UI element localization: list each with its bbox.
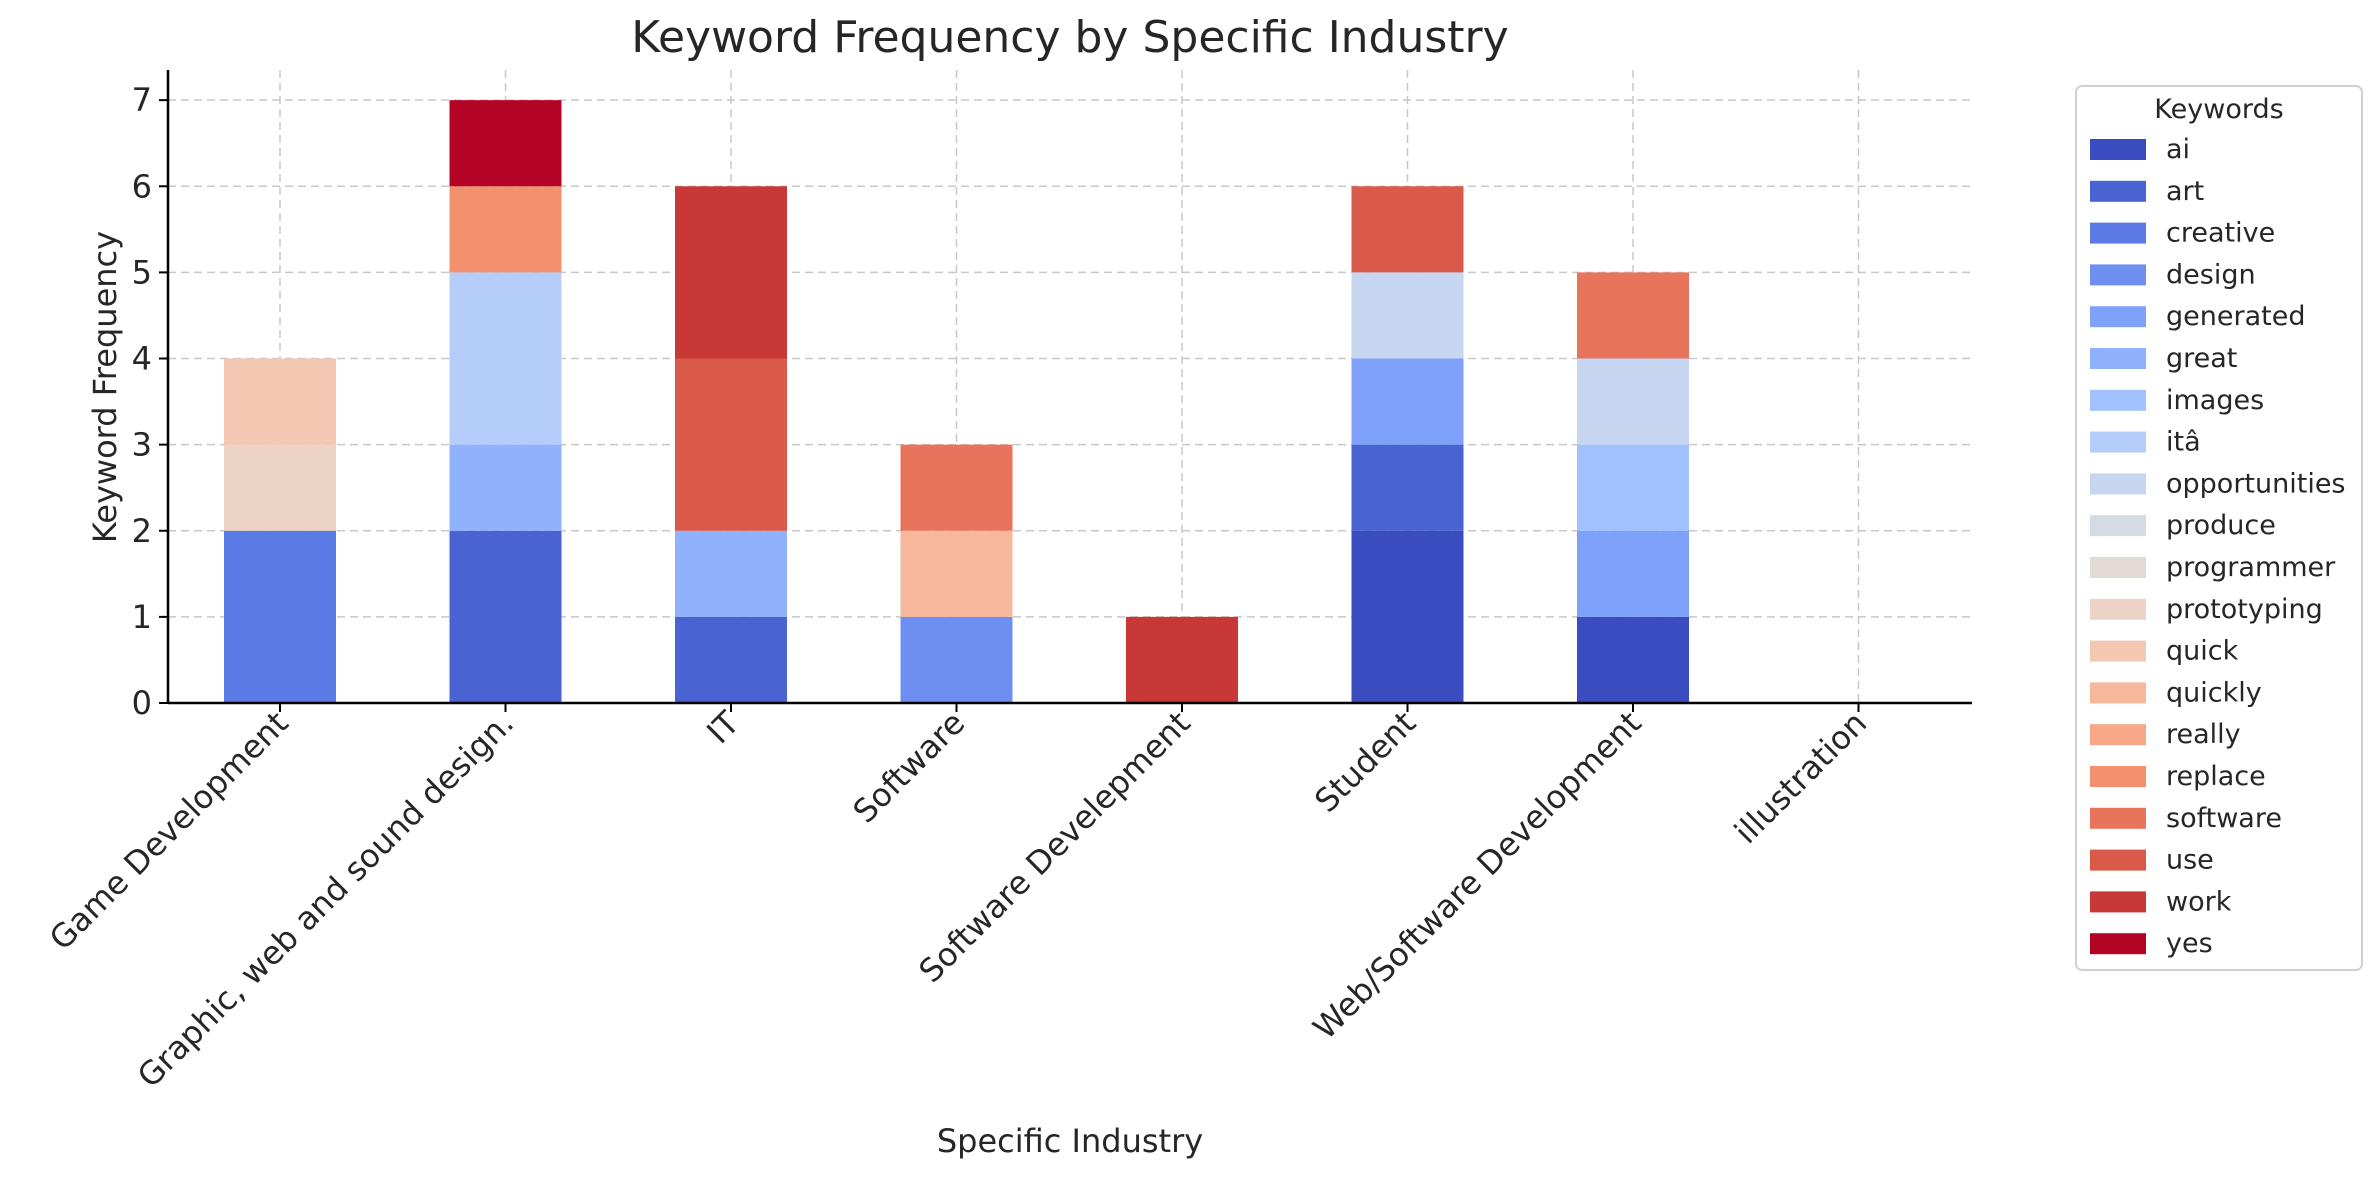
axes	[159, 70, 1972, 712]
y-tick-label: 1	[132, 598, 152, 636]
legend-swatch	[2090, 473, 2146, 495]
x-tick-label: illustration	[1727, 704, 1874, 851]
legend-swatch	[2090, 222, 2146, 244]
legend-swatch	[2090, 724, 2146, 746]
grid-lines	[168, 70, 1972, 703]
legend-swatch	[2090, 598, 2146, 620]
legend-swatch	[2090, 264, 2146, 286]
legend-swatch	[2090, 557, 2146, 578]
bar-segment-use	[1351, 186, 1464, 273]
legend-label: really	[2166, 719, 2241, 750]
legend: Keywords ai art creative design generated gre…	[2075, 85, 2363, 971]
bar-segment-ai	[1351, 530, 1464, 703]
legend-label: work	[2166, 886, 2232, 917]
legend-label: creative	[2166, 218, 2275, 249]
bar-segment-images	[1577, 444, 1689, 531]
legend-swatch	[2090, 891, 2146, 913]
legend-swatch	[2090, 640, 2146, 662]
x-tick-label: Software	[846, 704, 973, 831]
bar-segment-opportunities	[1577, 358, 1689, 445]
y-tick-label: 3	[132, 426, 152, 464]
legend-swatch	[2090, 139, 2146, 160]
bar-segment-art	[675, 616, 787, 703]
legend-swatch	[2090, 431, 2146, 453]
y-tick-label: 2	[132, 512, 152, 550]
bar-segment-prototyping	[224, 444, 336, 531]
bar-segment-ai	[1577, 616, 1689, 703]
bar-segment-generated	[1351, 358, 1464, 445]
y-tick-label: 5	[132, 253, 152, 291]
legend-label: opportunities	[2166, 468, 2346, 499]
bar-segment-yes	[449, 100, 562, 187]
legend-swatch	[2090, 180, 2146, 202]
legend-swatch	[2090, 682, 2146, 704]
legend-swatch	[2090, 348, 2146, 369]
bar-segment-quickly	[900, 530, 1013, 617]
legend-swatch	[2090, 306, 2146, 328]
bar-segment-software	[900, 444, 1013, 531]
legend-label: replace	[2166, 761, 2266, 792]
bar-segment-art	[449, 530, 562, 703]
x-tick-label: Graphic, web and sound design.	[130, 704, 521, 1095]
legend-swatch	[2090, 849, 2146, 871]
bar-segment-software	[1577, 272, 1689, 359]
x-tick-label: Game Development	[42, 704, 296, 958]
bar-segment-generated	[1577, 530, 1689, 617]
bar-segment-great	[675, 530, 787, 617]
x-tick-label: IT	[699, 703, 747, 751]
legend-label: itâ	[2166, 427, 2201, 458]
bar-segment-opportunities	[1351, 272, 1464, 359]
legend-title: Keywords	[2154, 94, 2283, 125]
bar-segment-art	[1351, 444, 1464, 531]
legend-label: great	[2166, 343, 2237, 374]
legend-label: use	[2166, 845, 2214, 876]
legend-swatch	[2090, 515, 2146, 537]
y-tick-label: 0	[132, 684, 152, 722]
bar-segment-design	[900, 616, 1013, 703]
bar-segment-creative	[224, 530, 336, 703]
bar-segment-work	[1126, 616, 1238, 703]
bar-segment-great	[449, 444, 562, 531]
y-tick-label: 6	[132, 167, 152, 205]
y-axis-label: Keyword Frequency	[86, 231, 124, 543]
legend-label: generated	[2166, 301, 2305, 332]
legend-swatch	[2090, 389, 2146, 411]
legend-label: design	[2166, 259, 2256, 290]
legend-label: art	[2166, 176, 2204, 207]
legend-label: produce	[2166, 510, 2276, 541]
legend-swatch	[2090, 766, 2146, 787]
legend-label: images	[2166, 385, 2264, 416]
bars	[224, 100, 1689, 703]
bar-segment-use	[675, 358, 787, 531]
legend-label: quickly	[2166, 677, 2262, 708]
bar-segment-quick	[224, 358, 336, 445]
legend-label: software	[2166, 803, 2282, 834]
legend-swatch	[2090, 933, 2146, 955]
legend-label: yes	[2166, 928, 2213, 959]
x-tick-label: Student	[1307, 704, 1423, 820]
legend-label: ai	[2166, 134, 2190, 165]
bar-segment-it-	[449, 272, 562, 445]
legend-label: quick	[2166, 636, 2239, 667]
bar-segment-replace	[449, 186, 562, 273]
y-tick-label: 7	[132, 81, 152, 119]
legend-label: prototyping	[2166, 594, 2323, 625]
x-axis-label: Specific Industry	[937, 1122, 1203, 1160]
legend-label: programmer	[2166, 552, 2336, 583]
y-tick-labels: 0 1 2 3 4 5 6 7	[132, 81, 152, 722]
legend-swatch	[2090, 807, 2146, 829]
chart-title: Keyword Frequency by Specific Industry	[631, 12, 1508, 63]
y-tick-label: 4	[132, 340, 152, 378]
bar-segment-work	[675, 186, 787, 359]
legend-frame	[2075, 85, 2363, 971]
legend-items: ai art creative design generated great images i…	[2090, 134, 2346, 959]
